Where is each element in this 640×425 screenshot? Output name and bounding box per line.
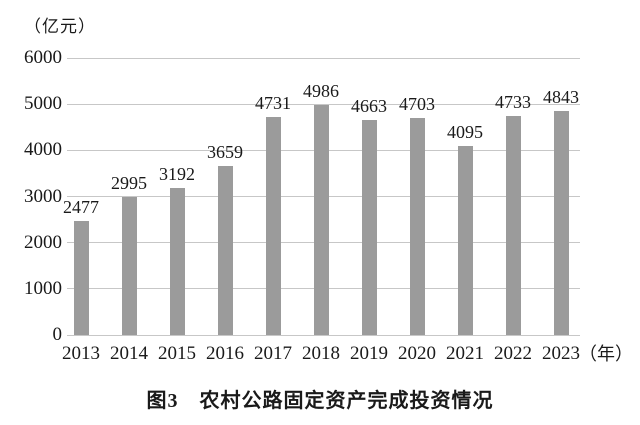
gridline-5000 <box>67 103 580 105</box>
x-tick-label-2016: 2016 <box>206 343 244 364</box>
bar-2015 <box>169 188 185 335</box>
bar-2022 <box>505 116 521 335</box>
bar-2013 <box>73 221 89 335</box>
bar-value-label-2017: 4731 <box>255 93 291 113</box>
y-tick-label-3000: 3000 <box>24 185 62 207</box>
x-tick-label-2018: 2018 <box>302 343 340 364</box>
x-tick-label-2013: 2013 <box>62 343 100 364</box>
gridline-6000 <box>67 57 580 59</box>
y-tick-label-1000: 1000 <box>24 277 62 299</box>
figure-caption: 图3 农村公路固定资产完成投资情况 <box>146 390 494 412</box>
bar-value-label-2019: 4663 <box>351 96 387 116</box>
bar-value-label-2022: 4733 <box>495 92 531 112</box>
bar-2020 <box>409 118 425 335</box>
bar-value-label-2016: 3659 <box>207 142 243 162</box>
bar-value-label-2021: 4095 <box>447 122 483 142</box>
bar-2014 <box>121 197 137 335</box>
bar-value-label-2015: 3192 <box>159 164 195 184</box>
y-tick-label-4000: 4000 <box>24 139 62 161</box>
bar-value-label-2014: 2995 <box>111 173 147 193</box>
bar-value-label-2020: 4703 <box>399 94 435 114</box>
x-tick-label-2021: 2021 <box>446 343 484 364</box>
bar-2019 <box>361 120 377 335</box>
bar-value-label-2013: 2477 <box>63 197 99 217</box>
x-axis-baseline <box>67 334 580 336</box>
x-tick-label-2017: 2017 <box>254 343 292 364</box>
bar-2023 <box>553 111 569 335</box>
x-axis-unit-label: （年） <box>579 344 633 364</box>
y-tick-label-5000: 5000 <box>24 93 62 115</box>
y-tick-label-2000: 2000 <box>24 231 62 253</box>
x-tick-label-2015: 2015 <box>158 343 196 364</box>
x-tick-label-2020: 2020 <box>398 343 436 364</box>
plot-area: 2477 2995 3192 3659 4731 4986 4663 4703 4095 4733… <box>63 57 580 336</box>
bar-value-label-2023: 4843 <box>543 87 579 107</box>
x-tick-label-2014: 2014 <box>110 343 148 364</box>
x-tick-label-2019: 2019 <box>350 343 388 364</box>
x-tick-label-2022: 2022 <box>494 343 532 364</box>
y-tick-label-6000: 6000 <box>24 47 62 68</box>
y-tick-label-0: 0 <box>52 324 63 345</box>
bar-2021 <box>457 146 473 335</box>
y-axis-unit-label: （亿元） <box>24 17 96 36</box>
x-tick-label-2023: 2023 <box>542 343 580 364</box>
bar-2016 <box>217 166 233 335</box>
bar-2018 <box>313 105 329 335</box>
bar-2017 <box>265 117 281 335</box>
bar-value-label-2018: 4986 <box>303 81 339 101</box>
